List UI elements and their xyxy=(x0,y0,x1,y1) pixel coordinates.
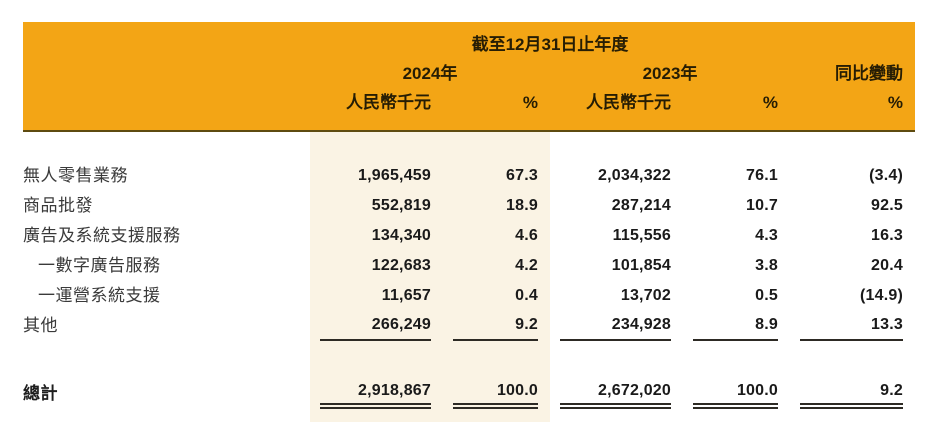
yoy-change: 16.3 xyxy=(871,227,903,244)
column-group-yoy: 同比變動 xyxy=(835,64,903,83)
subheader-percent-2023: % xyxy=(762,93,778,112)
row-label: 廣告及系統支援服務 xyxy=(23,226,181,245)
yoy-change: 20.4 xyxy=(871,257,903,274)
value-2023: 115,556 xyxy=(612,227,671,244)
value-2024: 134,340 xyxy=(371,227,431,244)
yoy-change: 92.5 xyxy=(871,197,903,214)
row-label: 無人零售業務 xyxy=(23,166,128,185)
table-row: 商品批發 552,819 18.9 287,214 10.7 92.5 xyxy=(23,191,915,221)
subheader-percent-2024: % xyxy=(522,93,538,112)
percent-2024: 9.2 xyxy=(453,311,538,341)
percent-2024: 0.4 xyxy=(515,287,538,304)
subheader-currency-2024: 人民幣千元 xyxy=(346,93,431,112)
total-value-2023: 2,672,020 xyxy=(560,379,671,409)
percent-2023: 10.7 xyxy=(746,197,778,214)
value-2023: 2,034,322 xyxy=(598,167,671,184)
column-highlight-2024 xyxy=(310,123,550,422)
row-label: 商品批發 xyxy=(23,196,93,215)
percent-2024: 18.9 xyxy=(506,197,538,214)
value-2024: 1,965,459 xyxy=(358,167,431,184)
value-2023: 234,928 xyxy=(560,311,671,341)
table-row: 一數字廣告服務 122,683 4.2 101,854 3.8 20.4 xyxy=(23,251,915,281)
percent-2023: 3.8 xyxy=(755,257,778,274)
spacer xyxy=(23,123,915,161)
table-body: 無人零售業務 1,965,459 67.3 2,034,322 76.1 (3.… xyxy=(23,123,915,409)
value-2024: 266,249 xyxy=(320,311,431,341)
subheader-percent-yoy: % xyxy=(887,93,903,112)
spacer xyxy=(23,341,915,379)
subheader-currency-2023: 人民幣千元 xyxy=(586,93,671,112)
percent-2023: 8.9 xyxy=(693,311,778,341)
table-header-band: 截至12月31日止年度 2024年 2023年 同比變動 人民幣千元 % 人民幣… xyxy=(23,22,915,132)
row-label-indented: 一數字廣告服務 xyxy=(38,256,161,275)
table-row: 廣告及系統支援服務 134,340 4.6 115,556 4.3 16.3 xyxy=(23,221,915,251)
value-2024: 11,657 xyxy=(381,287,431,304)
yoy-change: (3.4) xyxy=(869,167,903,184)
period-header: 截至12月31日止年度 xyxy=(471,35,629,54)
value-2023: 13,702 xyxy=(620,287,671,304)
percent-2023: 0.5 xyxy=(755,287,778,304)
value-2024: 122,683 xyxy=(371,257,431,274)
yoy-change: 13.3 xyxy=(800,311,903,341)
value-2023: 101,854 xyxy=(611,257,671,274)
value-2024: 552,819 xyxy=(371,197,431,214)
yoy-change: (14.9) xyxy=(860,287,903,304)
percent-2024: 4.6 xyxy=(515,227,538,244)
percent-2023: 4.3 xyxy=(755,227,778,244)
table-row: 一運營系統支援 11,657 0.4 13,702 0.5 (14.9) xyxy=(23,281,915,311)
total-value-2024: 2,918,867 xyxy=(320,379,431,409)
table-row-total: 總計 2,918,867 100.0 2,672,020 100.0 9.2 xyxy=(23,379,915,409)
row-label: 其他 xyxy=(23,316,58,335)
table-row: 無人零售業務 1,965,459 67.3 2,034,322 76.1 (3.… xyxy=(23,161,915,191)
percent-2024: 4.2 xyxy=(515,257,538,274)
value-2023: 287,214 xyxy=(611,197,671,214)
row-label-indented: 一運營系統支援 xyxy=(38,286,161,305)
column-group-2023: 2023年 xyxy=(642,64,698,83)
percent-2023: 76.1 xyxy=(746,167,778,184)
table-row-subtotal-ruled: 其他 266,249 9.2 234,928 8.9 13.3 xyxy=(23,311,915,341)
total-yoy-change: 9.2 xyxy=(800,379,903,409)
total-percent-2024: 100.0 xyxy=(453,379,538,409)
percent-2024: 67.3 xyxy=(506,167,538,184)
column-group-2024: 2024年 xyxy=(402,64,458,83)
total-percent-2023: 100.0 xyxy=(693,379,778,409)
total-label: 總計 xyxy=(23,384,58,403)
